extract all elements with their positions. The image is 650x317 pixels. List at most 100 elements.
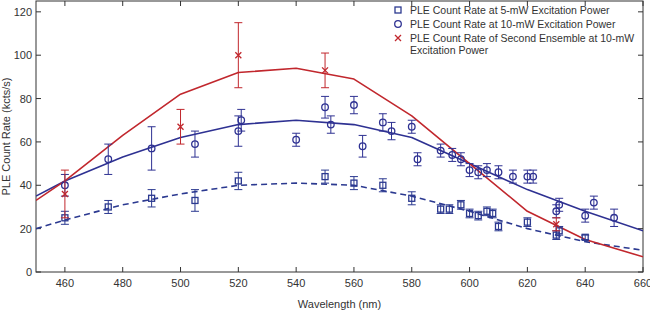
error-bar bbox=[379, 114, 387, 131]
y-tick bbox=[36, 141, 41, 142]
legend-icon bbox=[390, 32, 406, 44]
x-tick-label: 460 bbox=[56, 277, 74, 289]
y-tick-label: 20 bbox=[20, 223, 32, 235]
error-bar bbox=[148, 127, 156, 170]
x-tick bbox=[411, 267, 412, 272]
error-bar bbox=[408, 120, 416, 133]
data-point bbox=[466, 167, 473, 174]
error-bar bbox=[350, 96, 358, 113]
y-tick bbox=[36, 185, 41, 186]
data-point bbox=[409, 195, 415, 201]
legend-label: PLE Count Rate of Second Ensemble at 10-… bbox=[410, 32, 646, 56]
error-bar bbox=[457, 200, 465, 209]
error-bar bbox=[494, 222, 502, 231]
error-bar bbox=[474, 211, 482, 220]
data-point bbox=[322, 67, 328, 73]
error-bar bbox=[483, 164, 491, 177]
data-point bbox=[475, 213, 481, 219]
data-point bbox=[328, 121, 335, 128]
error-bar bbox=[437, 144, 445, 157]
y-tick-right bbox=[638, 11, 643, 12]
x-tick bbox=[527, 267, 528, 272]
error-bar bbox=[292, 133, 300, 146]
x-tick-top bbox=[64, 1, 65, 6]
error-bar bbox=[327, 116, 335, 133]
error-bar bbox=[523, 218, 531, 227]
data-point bbox=[149, 195, 155, 201]
error-bar bbox=[408, 192, 416, 205]
fit-line bbox=[36, 183, 643, 250]
y-tick-right bbox=[638, 98, 643, 99]
error-bar bbox=[104, 200, 112, 213]
fit-line bbox=[36, 120, 643, 231]
error-bar bbox=[555, 198, 563, 211]
data-point bbox=[322, 174, 328, 180]
x-tick bbox=[180, 267, 181, 272]
error-bar bbox=[234, 172, 242, 189]
error-bar bbox=[359, 135, 367, 157]
legend-marker bbox=[395, 21, 402, 28]
x-tick bbox=[64, 267, 65, 272]
legend-entry: PLE Count Rate at 5-mW Excitation Power bbox=[390, 4, 646, 16]
y-tick-label: 120 bbox=[14, 6, 32, 18]
data-point bbox=[408, 123, 415, 130]
data-point bbox=[510, 173, 517, 180]
data-point bbox=[235, 52, 241, 58]
data-point bbox=[438, 206, 444, 212]
legend-marker bbox=[395, 35, 401, 41]
data-point bbox=[467, 210, 473, 216]
x-tick-top bbox=[353, 1, 354, 6]
x-tick-label: 600 bbox=[460, 277, 478, 289]
x-tick-top bbox=[643, 1, 644, 6]
x-tick-top bbox=[122, 1, 123, 6]
error-bar bbox=[61, 170, 69, 218]
data-point bbox=[351, 102, 358, 109]
legend-label: PLE Count Rate at 10-mW Excitation Power bbox=[410, 18, 646, 30]
x-tick bbox=[296, 267, 297, 272]
plot-data bbox=[36, 23, 643, 257]
error-bar bbox=[379, 179, 387, 192]
error-bar bbox=[148, 190, 156, 207]
data-point bbox=[582, 212, 589, 219]
x-tick-label: 640 bbox=[576, 277, 594, 289]
data-point bbox=[458, 156, 465, 163]
error-bar bbox=[448, 148, 456, 161]
y-tick-label: 0 bbox=[26, 266, 32, 278]
legend: PLE Count Rate at 5-mW Excitation Power P… bbox=[390, 4, 646, 58]
y-tick-right bbox=[638, 272, 643, 273]
error-bar bbox=[552, 218, 560, 231]
data-point bbox=[553, 221, 559, 227]
data-point bbox=[458, 202, 464, 208]
legend-marker bbox=[395, 7, 401, 13]
error-bar bbox=[237, 109, 245, 131]
error-bar bbox=[457, 153, 465, 166]
data-point bbox=[495, 169, 502, 176]
data-point bbox=[582, 234, 588, 240]
error-bar bbox=[414, 153, 422, 166]
x-tick-label: 560 bbox=[345, 277, 363, 289]
error-bar bbox=[610, 209, 618, 226]
y-tick-label: 80 bbox=[20, 93, 32, 105]
x-tick-top bbox=[296, 1, 297, 6]
error-bar bbox=[234, 23, 242, 88]
y-tick bbox=[36, 272, 41, 273]
y-axis-label: PLE Count Rate (kcts/s) bbox=[0, 78, 12, 196]
x-tick-label: 580 bbox=[403, 277, 421, 289]
x-axis-label: Wavelength (nm) bbox=[298, 298, 381, 310]
error-bar bbox=[466, 209, 474, 218]
data-point bbox=[495, 223, 501, 229]
error-bar bbox=[466, 164, 474, 177]
error-bar bbox=[191, 131, 199, 157]
y-tick-right bbox=[638, 55, 643, 56]
error-bar bbox=[581, 209, 589, 222]
data-point bbox=[178, 124, 184, 130]
x-tick bbox=[469, 267, 470, 272]
y-tick-right bbox=[638, 141, 643, 142]
x-tick-label: 660 bbox=[634, 277, 650, 289]
data-point bbox=[235, 178, 241, 184]
y-tick-right bbox=[638, 185, 643, 186]
y-tick bbox=[36, 55, 41, 56]
data-point bbox=[591, 199, 598, 206]
error-bar bbox=[104, 144, 112, 174]
data-point bbox=[293, 136, 300, 143]
